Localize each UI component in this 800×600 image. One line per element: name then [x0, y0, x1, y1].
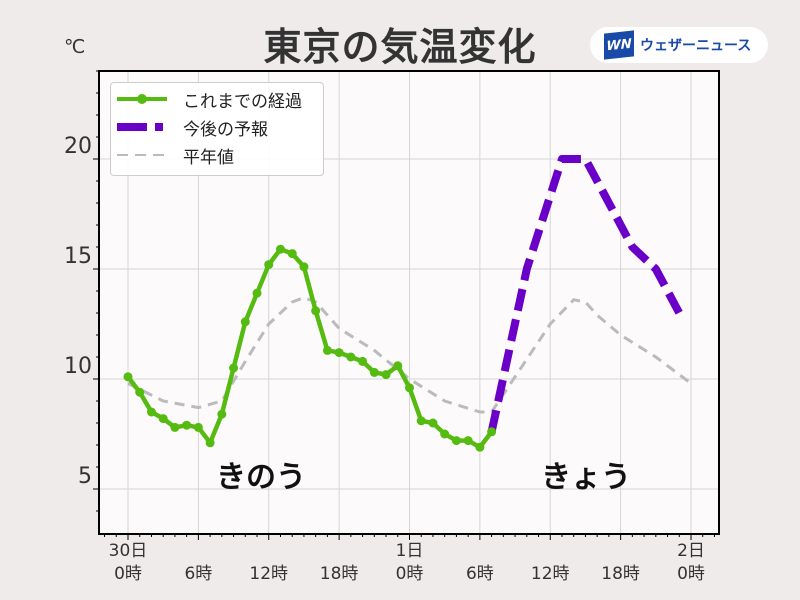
logo-text: ウェザーニュース: [640, 38, 752, 54]
legend-swatch-normal: [117, 148, 167, 162]
observed-point: [240, 317, 250, 327]
x-tick-label: 12時: [249, 564, 289, 584]
x-tick-label: 18時: [319, 564, 359, 584]
observed-point: [229, 363, 239, 373]
legend-swatch-observed: [117, 92, 167, 106]
x-tick-label: 1日 0時: [395, 541, 424, 584]
observed-point: [381, 370, 391, 380]
observed-point: [205, 438, 215, 448]
y-axis-unit: ℃: [64, 36, 86, 58]
observed-point: [193, 422, 203, 432]
x-tick-label: 12時: [530, 564, 570, 584]
observed-point: [299, 262, 309, 272]
observed-point: [440, 429, 450, 439]
observed-point: [487, 427, 497, 437]
observed-point: [146, 407, 156, 417]
annotation-today: きょう: [541, 460, 631, 495]
observed-point: [463, 436, 473, 446]
x-tick-label: 6時: [465, 564, 494, 584]
observed-point: [252, 288, 262, 298]
weathernews-logo: WN ウェザーニュース: [590, 27, 768, 63]
y-tick-label: 5: [78, 464, 92, 489]
x-tick-label: 18時: [601, 564, 640, 584]
observed-point: [358, 356, 368, 366]
chart-title: 東京の気温変化: [263, 25, 537, 69]
observed-point: [334, 348, 344, 358]
y-tick-label: 10: [64, 354, 92, 379]
legend-item-forecast: 今後の予報: [111, 114, 268, 140]
legend-item-normal: 平年値: [111, 142, 234, 168]
x-tick-label: 6時: [184, 564, 213, 584]
legend-label: 平年値: [183, 147, 234, 168]
observed-point: [158, 414, 168, 424]
observed-point: [475, 442, 485, 452]
observed-point: [369, 367, 379, 377]
observed-point: [393, 361, 403, 371]
annotation-yesterday: きのう: [216, 460, 306, 495]
observed-point: [416, 416, 426, 426]
observed-point: [287, 249, 297, 259]
legend-item-observed: これまでの経過: [111, 86, 302, 112]
observed-point: [311, 306, 321, 316]
observed-point: [322, 345, 332, 355]
observed-point: [451, 436, 461, 446]
x-tick-label: 2日 0時: [677, 541, 705, 584]
observed-point: [264, 260, 274, 270]
observed-point: [135, 387, 145, 397]
observed-point: [182, 420, 192, 430]
chart-legend: これまでの経過 今後の予報 平年値: [110, 82, 324, 176]
observed-point: [217, 409, 227, 419]
observed-point: [170, 422, 180, 432]
observed-point: [123, 372, 133, 382]
observed-point: [346, 352, 356, 362]
normal-temperature-line: [127, 295, 692, 414]
legend-label: 今後の予報: [183, 119, 268, 140]
plot-frame: [98, 70, 720, 535]
x-tick-label: 30日 0時: [108, 541, 148, 584]
observed-point: [405, 383, 414, 393]
observed-point: [275, 244, 285, 254]
observed-point: [428, 418, 438, 428]
forecast-line: [487, 155, 683, 433]
legend-swatch-forecast: [117, 120, 167, 134]
y-tick-label: 15: [64, 244, 92, 269]
y-tick-label: 20: [64, 134, 92, 159]
legend-label: これまでの経過: [183, 91, 302, 112]
